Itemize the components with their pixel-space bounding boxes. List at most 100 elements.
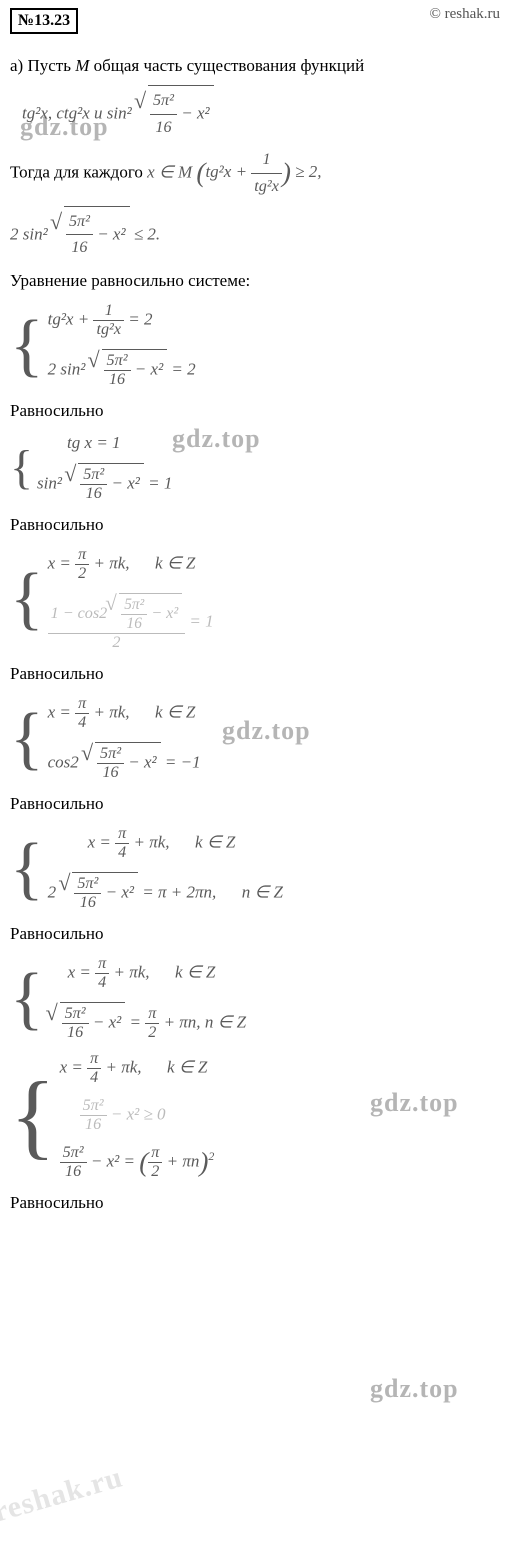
frac-den: 16 bbox=[121, 615, 147, 633]
sys3-eq2: 1 − cos25π²16 − x²2 = 1 bbox=[48, 593, 214, 652]
rhs: = π + 2πn, bbox=[142, 883, 216, 902]
system-2: { tg x = 1 sin² 5π²16 − x² = 1 bbox=[10, 433, 502, 503]
brace-icon: { bbox=[10, 546, 48, 652]
watermark-text: gdz.top bbox=[370, 1374, 459, 1404]
frac-den: 2 bbox=[145, 1024, 159, 1042]
frac-num: 5π² bbox=[62, 1005, 89, 1024]
sys4-eq1: x = π4 + πk, k ∈ Z bbox=[48, 695, 201, 732]
frac-num: π bbox=[148, 1144, 162, 1163]
sqrt-rest: − x² bbox=[177, 103, 210, 122]
sys5-eq2: 2 5π²16 − x² = π + 2πn, n ∈ Z bbox=[48, 872, 283, 912]
equiv-5: Равносильно bbox=[10, 920, 502, 947]
pre: cos2 bbox=[48, 752, 83, 771]
problem-number: №13.23 bbox=[10, 8, 78, 34]
sqrt-rest: − x² bbox=[107, 473, 140, 492]
watermark-text: reshak.ru bbox=[0, 1460, 127, 1529]
sys2-eq2: sin² 5π²16 − x² = 1 bbox=[37, 463, 172, 503]
system-7: { x = π4 + πk, k ∈ Z 5π²16 − x² ≥ 0 5π²1… bbox=[10, 1050, 502, 1181]
lhs: x = bbox=[60, 1058, 88, 1077]
func-list: tg²x, ctg²x и sin² bbox=[22, 103, 132, 122]
intro-line: а) Пусть M общая часть существования фун… bbox=[10, 52, 502, 79]
frac-den: 2 bbox=[148, 1163, 162, 1181]
frac-num: 5π² bbox=[60, 1144, 87, 1163]
frac-num: 5π² bbox=[66, 209, 93, 236]
k-in-z: k ∈ Z bbox=[155, 553, 195, 572]
frac-den: 4 bbox=[75, 714, 89, 732]
pik: + πk, bbox=[109, 963, 149, 982]
sys3-eq1: x = π2 + πk, k ∈ Z bbox=[48, 546, 214, 583]
frac-num: 5π² bbox=[74, 875, 101, 894]
pik: + πk, bbox=[89, 702, 129, 721]
sqrt-2: 5π²16 − x² bbox=[52, 206, 130, 262]
frac-num: 5π² bbox=[97, 745, 124, 764]
frac-den: 4 bbox=[115, 844, 129, 862]
lhs: x = bbox=[48, 553, 76, 572]
frac-num: π bbox=[95, 955, 109, 974]
brace-icon: { bbox=[10, 433, 37, 503]
system-4: { x = π4 + πk, k ∈ Z cos2 5π²16 − x² = −… bbox=[10, 695, 502, 782]
frac-den: 16 bbox=[74, 894, 101, 912]
frac-num: π bbox=[115, 825, 129, 844]
frac-num: π bbox=[145, 1005, 159, 1024]
then-line: Тогда для каждого x ∈ M (tg²x + 1tg²x) ≥… bbox=[10, 147, 502, 200]
frac-den: 16 bbox=[104, 371, 131, 389]
lhs: tg²x + bbox=[48, 310, 94, 329]
sys6-eq2: 5π²16 − x² = π2 + πn, n ∈ Z bbox=[48, 1002, 246, 1042]
pik: + πk, bbox=[89, 553, 129, 572]
sys4-eq2: cos2 5π²16 − x² = −1 bbox=[48, 742, 201, 782]
frac-num: 5π² bbox=[80, 1097, 107, 1116]
brace-icon: { bbox=[10, 1050, 60, 1181]
sys7-eq2: 5π²16 − x² = (π2 + πn)2 bbox=[60, 1144, 215, 1181]
pik: + πk, bbox=[101, 1058, 141, 1077]
brace-icon: { bbox=[10, 302, 48, 389]
frac-den: tg²x bbox=[251, 174, 282, 200]
system-6: { x = π4 + πk, k ∈ Z 5π²16 − x² = π2 + π… bbox=[10, 955, 502, 1042]
lhs: x = bbox=[48, 702, 76, 721]
frac-den: 16 bbox=[66, 235, 93, 261]
equiv-6: Равносильно bbox=[10, 1189, 502, 1216]
rhs: = 1 bbox=[148, 473, 172, 492]
frac-num: 5π² bbox=[104, 352, 131, 371]
pre: 2 sin² bbox=[48, 360, 90, 379]
n-in-z: n ∈ Z bbox=[205, 1013, 246, 1032]
pik: + πk, bbox=[129, 833, 169, 852]
lhs: x = bbox=[88, 833, 116, 852]
brace-icon: { bbox=[10, 695, 48, 782]
frac-den: 4 bbox=[95, 974, 109, 992]
frac-num: 5π² bbox=[121, 596, 147, 615]
k-in-z: k ∈ Z bbox=[155, 702, 195, 721]
sys7-ineq: 5π²16 − x² ≥ 0 bbox=[60, 1097, 215, 1134]
sys6-eq1: x = π4 + πk, k ∈ Z bbox=[48, 955, 246, 992]
ineq2-pre: 2 sin² bbox=[10, 224, 52, 243]
frac-num: 1 bbox=[251, 147, 282, 174]
frac-num: 5π² bbox=[80, 466, 107, 485]
system-5: { x = π4 + πk, k ∈ Z 2 5π²16 − x² = π + … bbox=[10, 825, 502, 912]
sys1-eq1: tg²x + 1tg²x = 2 bbox=[48, 302, 196, 339]
frac-num: 5π² bbox=[150, 88, 177, 115]
n-in-z: n ∈ Z bbox=[242, 883, 283, 902]
k-in-z: k ∈ Z bbox=[195, 833, 235, 852]
copyright-text: © reshak.ru bbox=[429, 6, 500, 23]
eq: = bbox=[129, 1013, 145, 1032]
frac-den: 16 bbox=[97, 764, 124, 782]
lhs: x = bbox=[68, 963, 96, 982]
frac-num: π bbox=[87, 1050, 101, 1069]
frac-den: 2 bbox=[48, 634, 186, 652]
sqrt-rest: − x² bbox=[131, 360, 164, 379]
frac-num: 1 bbox=[93, 302, 124, 321]
equiv-system-text: Уравнение равносильно системе: bbox=[10, 267, 502, 294]
rhs: = 2 bbox=[171, 360, 195, 379]
intro-M: M bbox=[75, 56, 89, 75]
frac-den: 16 bbox=[80, 485, 107, 503]
pre: sin² bbox=[37, 473, 66, 492]
ineq1-rhs: ≥ 2, bbox=[291, 162, 322, 181]
frac-den: 16 bbox=[62, 1024, 89, 1042]
frac-num: π bbox=[75, 695, 89, 714]
sys7-eq1: x = π4 + πk, k ∈ Z bbox=[60, 1050, 215, 1087]
frac-num: π bbox=[75, 546, 89, 565]
rhs: = 1 bbox=[185, 611, 213, 630]
then-text: Тогда для каждого bbox=[10, 162, 147, 181]
equiv-2: Равносильно bbox=[10, 511, 502, 538]
equiv-3: Равносильно bbox=[10, 660, 502, 687]
functions-line: tg²x, ctg²x и sin² 5π²16 − x² bbox=[22, 85, 502, 141]
